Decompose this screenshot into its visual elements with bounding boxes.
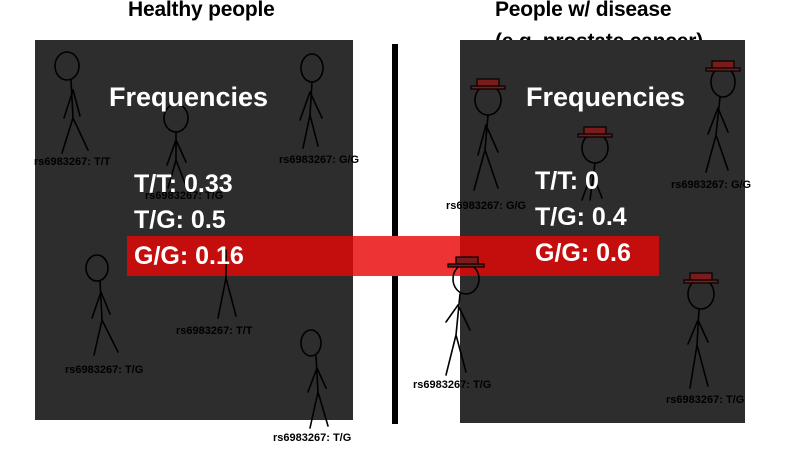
healthy-person-label: rs6983267: T/G (273, 432, 352, 444)
disease-gg-frequency: G/G: 0.6 (535, 239, 631, 267)
disease-person-label: rs6983267: T/G (666, 394, 745, 406)
gg-highlight-right (460, 236, 659, 276)
healthy-person-3 (299, 53, 324, 149)
healthy-person-5 (217, 249, 237, 319)
healthy-tt-frequency: T/T: 0.33 (134, 170, 233, 198)
healthy-person-label: rs6983267: T/G (145, 190, 224, 202)
healthy-person-label: rs6983267: G/G (279, 154, 360, 166)
disease-group-box (460, 40, 745, 423)
disease-person-3 (705, 66, 736, 173)
healthy-header: Healthy people (128, 0, 275, 21)
group-divider (392, 44, 398, 424)
disease-person-label: rs6983267: T/G (413, 379, 492, 391)
healthy-frequencies-title: Frequencies (109, 82, 269, 112)
disease-person-label: rs6983267: G/G (446, 200, 527, 212)
disease-frequencies-title: Frequencies (526, 82, 686, 112)
healthy-person-1 (54, 51, 89, 154)
disease-person-label: rs6983267: G/G (671, 179, 752, 191)
disease-tt-frequency: T/T: 0 (535, 167, 599, 195)
healthy-person-label: rs6983267: T/G (65, 364, 144, 376)
healthy-gg-frequency: G/G: 0.16 (134, 242, 244, 270)
healthy-group-box (35, 40, 353, 420)
gg-highlight-left (127, 236, 353, 276)
disease-header-line1: People w/ disease (495, 0, 672, 21)
healthy-person-6 (300, 329, 329, 429)
gg-highlight-bar (127, 236, 659, 276)
healthy-person-2 (163, 103, 189, 189)
healthy-person-label: rs6983267: T/T (34, 156, 111, 168)
healthy-tg-frequency: T/G: 0.5 (134, 206, 226, 234)
healthy-person-4 (85, 254, 119, 356)
disease-person-5 (687, 278, 715, 389)
healthy-person-label: rs6983267: T/T (176, 325, 253, 337)
disease-person-4 (445, 263, 480, 376)
disease-person-1 (473, 84, 502, 191)
disease-tg-frequency: T/G: 0.4 (535, 203, 627, 231)
disease-hats (447, 60, 741, 284)
